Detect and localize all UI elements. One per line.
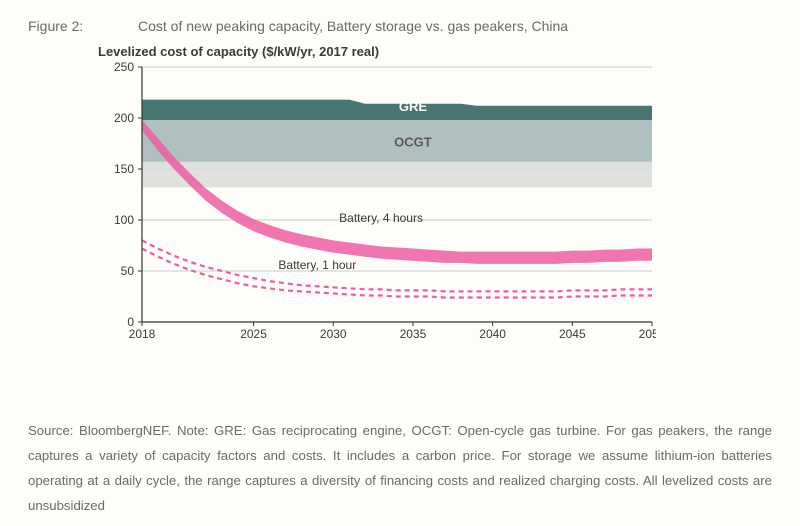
figure-label: Figure 2: <box>28 18 138 34</box>
svg-text:250: 250 <box>114 61 134 74</box>
figure-heading-row: Figure 2: Cost of new peaking capacity, … <box>28 18 772 34</box>
svg-text:2018: 2018 <box>129 327 156 341</box>
svg-text:2045: 2045 <box>559 327 586 341</box>
chart-area: Levelized cost of capacity ($/kW/yr, 201… <box>98 44 772 349</box>
band-GRE <box>142 100 652 120</box>
svg-text:2050: 2050 <box>639 327 656 341</box>
svg-text:2035: 2035 <box>400 327 427 341</box>
label-GRE: GRE <box>399 99 428 114</box>
svg-text:2030: 2030 <box>320 327 347 341</box>
label-Battery-1h: Battery, 1 hour <box>278 258 356 272</box>
svg-text:100: 100 <box>114 213 134 227</box>
chart-subtitle: Levelized cost of capacity ($/kW/yr, 201… <box>98 44 772 59</box>
figure-title: Cost of new peaking capacity, Battery st… <box>138 18 772 34</box>
label-OCGT: OCGT <box>394 135 432 150</box>
svg-text:50: 50 <box>121 264 135 278</box>
svg-text:2040: 2040 <box>479 327 506 341</box>
svg-text:150: 150 <box>114 162 134 176</box>
band-OCGT-lower <box>142 162 652 188</box>
page: Figure 2: Cost of new peaking capacity, … <box>0 0 800 526</box>
svg-text:2025: 2025 <box>240 327 267 341</box>
label-Battery-4h: Battery, 4 hours <box>339 211 423 225</box>
figure-footer: Source: BloombergNEF. Note: GRE: Gas rec… <box>28 418 772 518</box>
chart-svg: 050100150200250Battery, 1 hourGREOCGTBat… <box>98 61 656 344</box>
svg-text:200: 200 <box>114 111 134 125</box>
